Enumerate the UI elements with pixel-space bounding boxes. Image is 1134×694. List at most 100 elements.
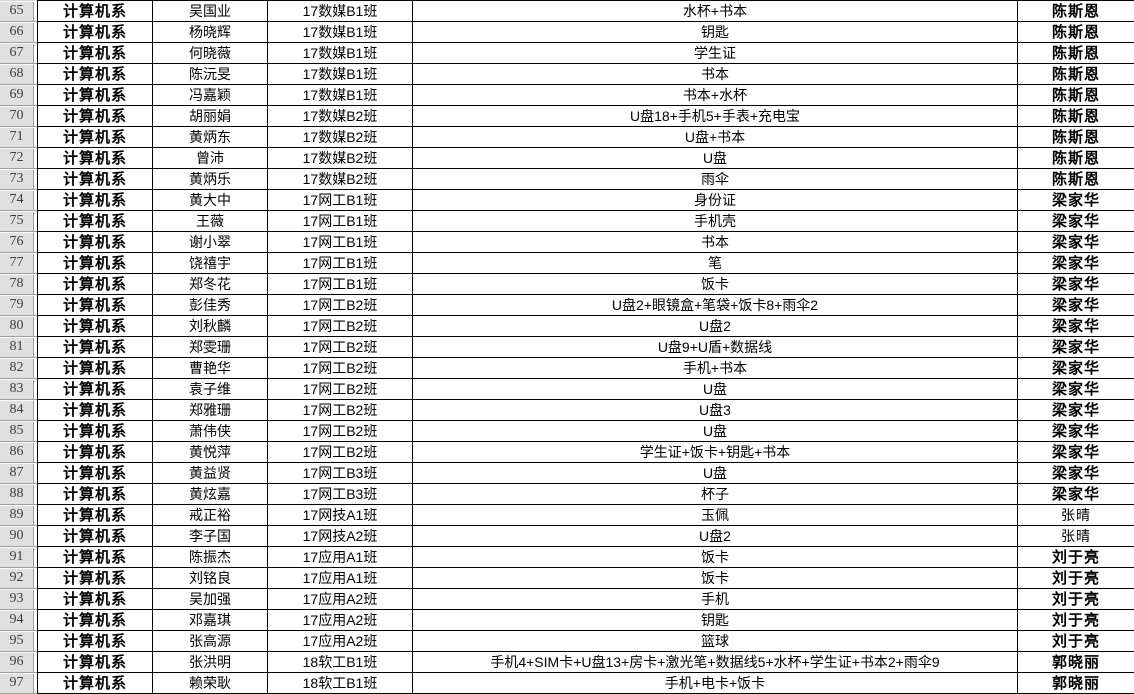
class-cell[interactable]: 17网工B1班 [268,232,413,253]
row-number-header[interactable]: 75 [0,211,37,232]
class-cell[interactable]: 17数媒B1班 [268,64,413,85]
name-cell[interactable]: 陈振杰 [153,547,268,568]
row-number-header[interactable]: 76 [0,232,37,253]
name-cell[interactable]: 杨晓辉 [153,22,268,43]
name-cell[interactable]: 曹艳华 [153,358,268,379]
row-number-header[interactable]: 72 [0,148,37,169]
row-number-header[interactable]: 70 [0,106,37,127]
handler-cell[interactable]: 张晴 [1018,505,1134,526]
name-cell[interactable]: 饶禧宇 [153,253,268,274]
class-cell[interactable]: 17网工B1班 [268,274,413,295]
row-number-header[interactable]: 86 [0,442,37,463]
class-cell[interactable]: 17应用A2班 [268,631,413,652]
handler-cell[interactable]: 陈斯恩 [1018,22,1134,43]
items-cell[interactable]: 饭卡 [413,547,1018,568]
handler-cell[interactable]: 刘于亮 [1018,547,1134,568]
row-number-header[interactable]: 74 [0,190,37,211]
items-cell[interactable]: 手机 [413,589,1018,610]
class-cell[interactable]: 17应用A2班 [268,610,413,631]
items-cell[interactable]: 手机4+SIM卡+U盘13+房卡+激光笔+数据线5+水杯+学生证+书本2+雨伞9 [413,652,1018,673]
department-cell[interactable]: 计算机系 [37,295,153,316]
handler-cell[interactable]: 梁家华 [1018,421,1134,442]
items-cell[interactable]: U盘 [413,379,1018,400]
items-cell[interactable]: 篮球 [413,631,1018,652]
class-cell[interactable]: 17数媒B2班 [268,127,413,148]
class-cell[interactable]: 17应用A1班 [268,547,413,568]
handler-cell[interactable]: 陈斯恩 [1018,127,1134,148]
department-cell[interactable]: 计算机系 [37,22,153,43]
name-cell[interactable]: 萧伟侠 [153,421,268,442]
name-cell[interactable]: 王薇 [153,211,268,232]
class-cell[interactable]: 17网技A1班 [268,505,413,526]
items-cell[interactable]: U盘 [413,463,1018,484]
items-cell[interactable]: U盘2+眼镜盒+笔袋+饭卡8+雨伞2 [413,295,1018,316]
class-cell[interactable]: 17网工B2班 [268,442,413,463]
row-number-header[interactable]: 82 [0,358,37,379]
handler-cell[interactable]: 陈斯恩 [1018,106,1134,127]
handler-cell[interactable]: 梁家华 [1018,379,1134,400]
department-cell[interactable]: 计算机系 [37,106,153,127]
department-cell[interactable]: 计算机系 [37,169,153,190]
department-cell[interactable]: 计算机系 [37,568,153,589]
class-cell[interactable]: 17数媒B1班 [268,22,413,43]
class-cell[interactable]: 17网工B2班 [268,316,413,337]
row-number-header[interactable]: 94 [0,610,37,631]
class-cell[interactable]: 17数媒B1班 [268,43,413,64]
department-cell[interactable]: 计算机系 [37,253,153,274]
name-cell[interactable]: 袁子维 [153,379,268,400]
department-cell[interactable]: 计算机系 [37,652,153,673]
row-number-header[interactable]: 85 [0,421,37,442]
class-cell[interactable]: 17数媒B1班 [268,85,413,106]
name-cell[interactable]: 黄大中 [153,190,268,211]
row-number-header[interactable]: 68 [0,64,37,85]
name-cell[interactable]: 张高源 [153,631,268,652]
department-cell[interactable]: 计算机系 [37,211,153,232]
row-number-header[interactable]: 83 [0,379,37,400]
row-number-header[interactable]: 81 [0,337,37,358]
items-cell[interactable]: U盘3 [413,400,1018,421]
row-number-header[interactable]: 95 [0,631,37,652]
handler-cell[interactable]: 陈斯恩 [1018,43,1134,64]
class-cell[interactable]: 17网工B2班 [268,295,413,316]
row-number-header[interactable]: 93 [0,589,37,610]
items-cell[interactable]: 杯子 [413,484,1018,505]
items-cell[interactable]: U盘+书本 [413,127,1018,148]
department-cell[interactable]: 计算机系 [37,64,153,85]
name-cell[interactable]: 彭佳秀 [153,295,268,316]
row-number-header[interactable]: 96 [0,652,37,673]
name-cell[interactable]: 郑冬花 [153,274,268,295]
name-cell[interactable]: 吴国业 [153,0,268,22]
items-cell[interactable]: 手机+电卡+饭卡 [413,673,1018,694]
items-cell[interactable]: U盘2 [413,526,1018,547]
handler-cell[interactable]: 梁家华 [1018,358,1134,379]
row-number-header[interactable]: 87 [0,463,37,484]
row-number-header[interactable]: 84 [0,400,37,421]
name-cell[interactable]: 黄炫嘉 [153,484,268,505]
items-cell[interactable]: 钥匙 [413,22,1018,43]
handler-cell[interactable]: 刘于亮 [1018,631,1134,652]
items-cell[interactable]: 手机+书本 [413,358,1018,379]
name-cell[interactable]: 张洪明 [153,652,268,673]
items-cell[interactable]: 玉佩 [413,505,1018,526]
row-number-header[interactable]: 67 [0,43,37,64]
department-cell[interactable]: 计算机系 [37,127,153,148]
row-number-header[interactable]: 69 [0,85,37,106]
department-cell[interactable]: 计算机系 [37,148,153,169]
row-number-header[interactable]: 80 [0,316,37,337]
department-cell[interactable]: 计算机系 [37,463,153,484]
handler-cell[interactable]: 陈斯恩 [1018,64,1134,85]
name-cell[interactable]: 曾沛 [153,148,268,169]
handler-cell[interactable]: 陈斯恩 [1018,148,1134,169]
class-cell[interactable]: 17数媒B2班 [268,106,413,127]
handler-cell[interactable]: 梁家华 [1018,442,1134,463]
row-number-header[interactable]: 92 [0,568,37,589]
handler-cell[interactable]: 梁家华 [1018,253,1134,274]
handler-cell[interactable]: 梁家华 [1018,484,1134,505]
row-number-header[interactable]: 78 [0,274,37,295]
department-cell[interactable]: 计算机系 [37,358,153,379]
class-cell[interactable]: 18软工B1班 [268,652,413,673]
department-cell[interactable]: 计算机系 [37,610,153,631]
handler-cell[interactable]: 梁家华 [1018,337,1134,358]
class-cell[interactable]: 18软工B1班 [268,673,413,694]
name-cell[interactable]: 郑雯珊 [153,337,268,358]
